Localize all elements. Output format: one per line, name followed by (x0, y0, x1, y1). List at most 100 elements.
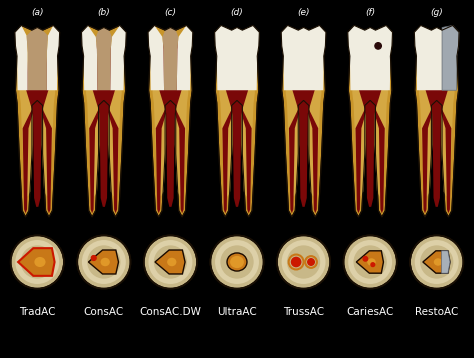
Polygon shape (107, 109, 118, 213)
Ellipse shape (344, 235, 397, 289)
Ellipse shape (220, 245, 254, 279)
Polygon shape (156, 109, 167, 213)
Polygon shape (159, 32, 182, 207)
Polygon shape (19, 39, 55, 197)
Polygon shape (15, 25, 60, 217)
Text: UltraAC: UltraAC (217, 307, 257, 317)
Text: (b): (b) (98, 8, 110, 17)
Polygon shape (40, 109, 52, 213)
Polygon shape (348, 25, 392, 217)
Polygon shape (215, 25, 259, 90)
Circle shape (363, 257, 368, 261)
Ellipse shape (82, 240, 126, 284)
Ellipse shape (215, 240, 259, 284)
Polygon shape (92, 32, 115, 207)
Polygon shape (89, 250, 118, 274)
Ellipse shape (277, 235, 330, 289)
Ellipse shape (10, 235, 64, 289)
Ellipse shape (148, 240, 192, 284)
Polygon shape (23, 109, 34, 213)
Polygon shape (148, 25, 193, 217)
Ellipse shape (167, 258, 176, 266)
Polygon shape (419, 39, 455, 197)
Ellipse shape (87, 245, 120, 279)
Text: (c): (c) (164, 8, 176, 17)
Text: (g): (g) (430, 8, 443, 17)
Ellipse shape (420, 245, 453, 279)
Polygon shape (215, 25, 259, 217)
Circle shape (91, 256, 96, 260)
Polygon shape (281, 25, 326, 90)
Polygon shape (289, 109, 301, 213)
Ellipse shape (410, 235, 464, 289)
Polygon shape (27, 28, 48, 90)
Circle shape (371, 263, 374, 266)
Polygon shape (440, 109, 451, 213)
Polygon shape (414, 25, 459, 217)
Circle shape (291, 257, 301, 267)
Polygon shape (15, 25, 27, 90)
Text: TrussAC: TrussAC (283, 307, 324, 317)
Text: (a): (a) (31, 8, 44, 17)
Ellipse shape (354, 245, 387, 279)
Text: RestoAC: RestoAC (415, 307, 458, 317)
Polygon shape (422, 109, 434, 213)
Polygon shape (96, 28, 112, 90)
Ellipse shape (230, 256, 244, 268)
Polygon shape (155, 250, 185, 274)
Polygon shape (173, 109, 185, 213)
Polygon shape (442, 25, 459, 90)
Polygon shape (226, 32, 248, 207)
Polygon shape (110, 25, 126, 90)
Ellipse shape (367, 258, 376, 266)
Polygon shape (285, 39, 322, 197)
Polygon shape (18, 248, 55, 276)
Polygon shape (356, 251, 383, 273)
Text: CariesAC: CariesAC (346, 307, 394, 317)
Polygon shape (281, 25, 326, 217)
Polygon shape (85, 39, 122, 197)
Ellipse shape (348, 240, 392, 284)
Polygon shape (352, 39, 389, 197)
Text: (d): (d) (231, 8, 243, 17)
Polygon shape (82, 25, 98, 90)
Polygon shape (177, 25, 193, 90)
Ellipse shape (154, 245, 187, 279)
Polygon shape (47, 25, 60, 90)
Polygon shape (222, 109, 234, 213)
Polygon shape (89, 109, 100, 213)
Polygon shape (414, 25, 459, 90)
Polygon shape (374, 109, 385, 213)
Ellipse shape (144, 235, 197, 289)
Polygon shape (26, 32, 49, 207)
Polygon shape (219, 39, 255, 197)
Ellipse shape (227, 253, 247, 271)
Text: TradAC: TradAC (19, 307, 55, 317)
Ellipse shape (287, 245, 320, 279)
Polygon shape (425, 32, 448, 207)
Polygon shape (152, 39, 189, 197)
Polygon shape (307, 109, 318, 213)
Ellipse shape (15, 240, 59, 284)
Text: ConsAC: ConsAC (84, 307, 124, 317)
Polygon shape (292, 32, 315, 207)
Ellipse shape (210, 235, 264, 289)
Text: (e): (e) (297, 8, 310, 17)
Polygon shape (163, 28, 178, 90)
Text: (f): (f) (365, 8, 375, 17)
Circle shape (375, 43, 381, 49)
Polygon shape (348, 25, 392, 90)
Polygon shape (359, 32, 382, 207)
Polygon shape (441, 251, 450, 273)
Ellipse shape (415, 240, 459, 284)
Polygon shape (82, 25, 126, 217)
Text: ConsAC.DW: ConsAC.DW (139, 307, 201, 317)
Ellipse shape (34, 257, 46, 267)
Ellipse shape (434, 258, 442, 266)
Polygon shape (148, 25, 164, 90)
Polygon shape (356, 109, 367, 213)
Polygon shape (423, 251, 450, 273)
Polygon shape (240, 109, 252, 213)
Ellipse shape (77, 235, 130, 289)
Circle shape (307, 258, 315, 266)
